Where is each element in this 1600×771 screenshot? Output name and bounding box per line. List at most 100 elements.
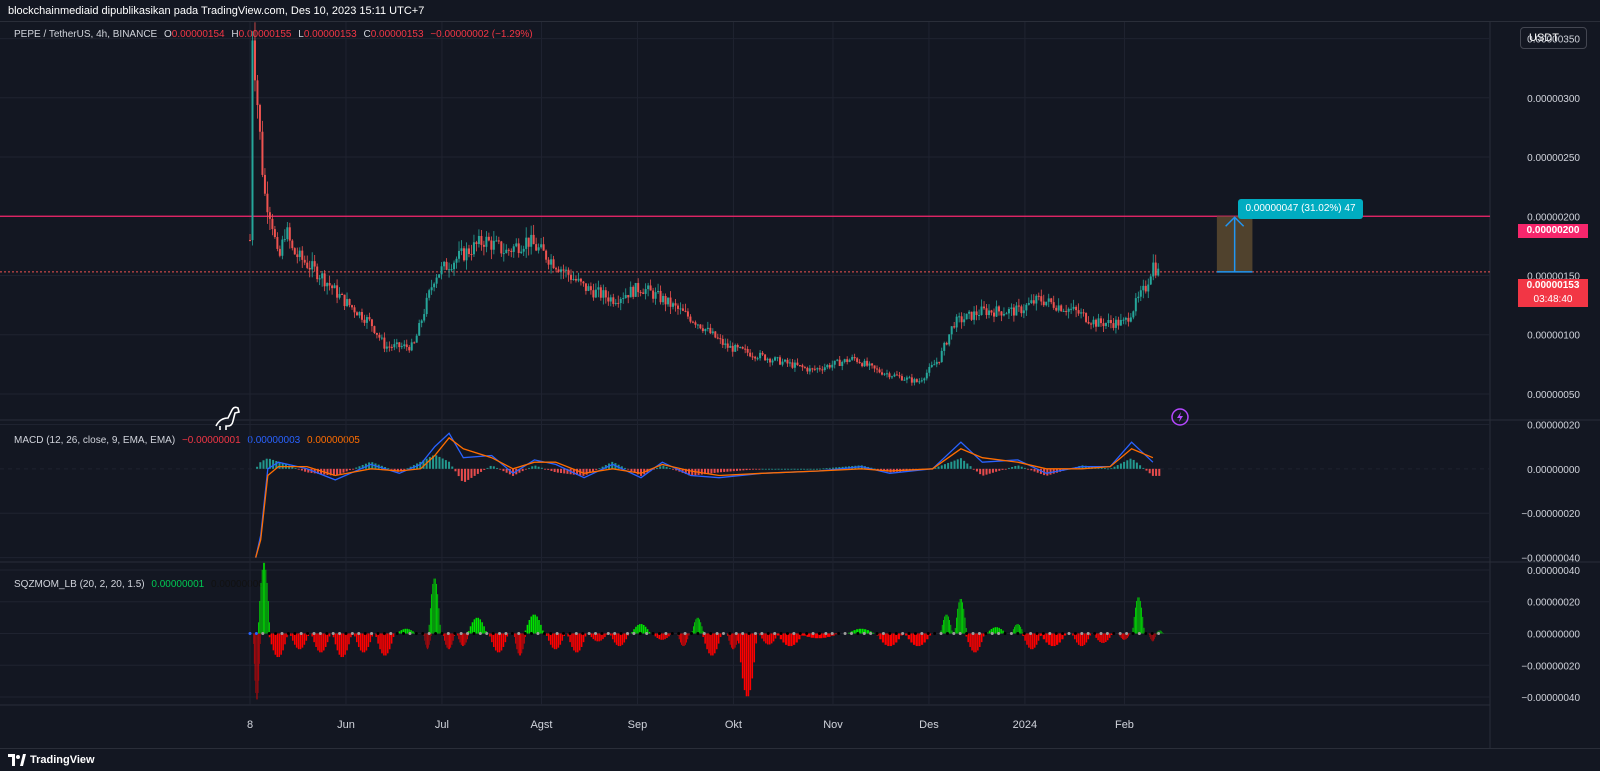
candle-body: [538, 247, 540, 250]
sqz-zero-dot: [255, 632, 258, 635]
macd-histogram-bar: [1034, 469, 1036, 472]
sqz-bar: [732, 634, 733, 650]
macd-histogram-bar: [448, 462, 450, 469]
macd-histogram-bar: [445, 460, 447, 469]
macd-histogram-bar: [1014, 466, 1016, 469]
candle-body: [543, 244, 545, 250]
sqz-bar: [973, 634, 975, 653]
sqz-bar: [796, 634, 798, 643]
macd-histogram-bar: [790, 469, 792, 470]
sqz-bar: [527, 625, 529, 634]
sqz-bar: [971, 634, 973, 651]
macd-histogram-bar: [522, 469, 524, 471]
sqz-bar: [975, 634, 977, 653]
candle-body: [941, 351, 943, 362]
macd-histogram-bar: [784, 469, 786, 470]
macd-histogram-bar: [630, 469, 632, 471]
candle-body: [443, 262, 445, 266]
sqz-bar: [771, 634, 773, 644]
sqz-bar: [335, 634, 337, 645]
sqz-zero-dot: [888, 632, 891, 635]
macd-histogram-bar: [954, 461, 956, 469]
candle-body: [548, 260, 550, 265]
sqz-bar: [470, 626, 472, 633]
tradingview-brand[interactable]: TradingView: [30, 749, 95, 771]
candle-body: [396, 342, 398, 344]
macd-histogram-bar: [1027, 469, 1029, 470]
sqz-bar: [381, 634, 383, 654]
sqz-zero-dot: [504, 632, 507, 635]
candle-body: [1003, 314, 1005, 316]
sqz-zero-dot: [325, 632, 328, 635]
macd-histogram-bar: [474, 469, 476, 476]
candle-body: [806, 368, 808, 372]
sqz-bar: [550, 634, 552, 645]
sqz-zero-dot: [472, 632, 475, 635]
sqz-zero-dot: [1087, 632, 1090, 635]
sqz-bar: [765, 634, 767, 644]
sqz-bar: [1090, 634, 1092, 636]
candle-body: [978, 315, 980, 316]
sqz-bar: [514, 634, 515, 637]
sqz-bar: [540, 625, 542, 634]
candle-body: [674, 303, 676, 305]
sqz-bar: [1097, 634, 1099, 641]
sqz-bar: [892, 634, 894, 645]
sqz-bar: [767, 634, 769, 645]
macd-histogram-bar: [986, 469, 988, 475]
sqz-bar: [1036, 634, 1038, 645]
sqz-bar: [277, 634, 279, 658]
candle-body: [448, 269, 450, 270]
candle-body: [617, 303, 619, 304]
candle-body: [585, 283, 587, 291]
candle-body: [1015, 306, 1017, 316]
macd-histogram-bar: [266, 459, 268, 469]
sqz-bar: [479, 619, 481, 633]
lightning-icon[interactable]: [1172, 409, 1188, 425]
sqz-bar: [641, 624, 643, 633]
candle-body: [339, 294, 341, 298]
sqz-zero-dot: [415, 632, 418, 635]
sqz-bar: [782, 634, 784, 643]
sqz-zero-dot: [933, 632, 936, 635]
sqz-zero-dot: [620, 632, 623, 635]
sqz-zero-dot: [1004, 632, 1007, 635]
sqz-bar: [463, 634, 464, 647]
sqz-zero-dot: [671, 632, 674, 635]
macd-histogram-bar: [541, 468, 543, 469]
candle-body: [774, 357, 776, 360]
sqz-bar: [503, 634, 505, 647]
sqz-zero-dot: [1093, 632, 1096, 635]
candle-body: [836, 360, 838, 361]
sqz-bar: [689, 634, 690, 636]
candle-body: [550, 259, 552, 264]
macd-histogram-bar: [995, 469, 997, 472]
sqz-zero-dot: [1151, 632, 1154, 635]
sqz-bar: [447, 634, 448, 648]
candle-body: [582, 282, 584, 284]
sqz-bar: [1045, 634, 1047, 643]
macd-histogram-bar: [758, 469, 760, 470]
candle-body: [1070, 309, 1072, 310]
sqz-bar: [465, 634, 466, 645]
macd-histogram-bar: [762, 469, 764, 470]
sqz-bar: [657, 634, 659, 638]
sqz-bar: [1048, 634, 1050, 645]
candle-body: [386, 347, 388, 349]
sqz-zero-dot: [581, 632, 584, 635]
sqz-bar: [444, 634, 445, 641]
candle-body: [398, 342, 400, 347]
sqz-bar: [1141, 608, 1142, 634]
sqz-zero-dot: [268, 632, 271, 635]
candle-body: [346, 299, 348, 306]
candle-body: [687, 311, 689, 316]
sqz-zero-dot: [908, 632, 911, 635]
sqz-bar: [945, 615, 946, 634]
sqz-zero-dot: [357, 632, 360, 635]
sqz-bar: [685, 634, 686, 645]
sqz-bar: [793, 634, 795, 645]
candle-body: [717, 338, 719, 339]
measure-label[interactable]: 0.00000047 (31.02%) 47: [1238, 199, 1363, 219]
macd-histogram-bar: [963, 461, 965, 469]
